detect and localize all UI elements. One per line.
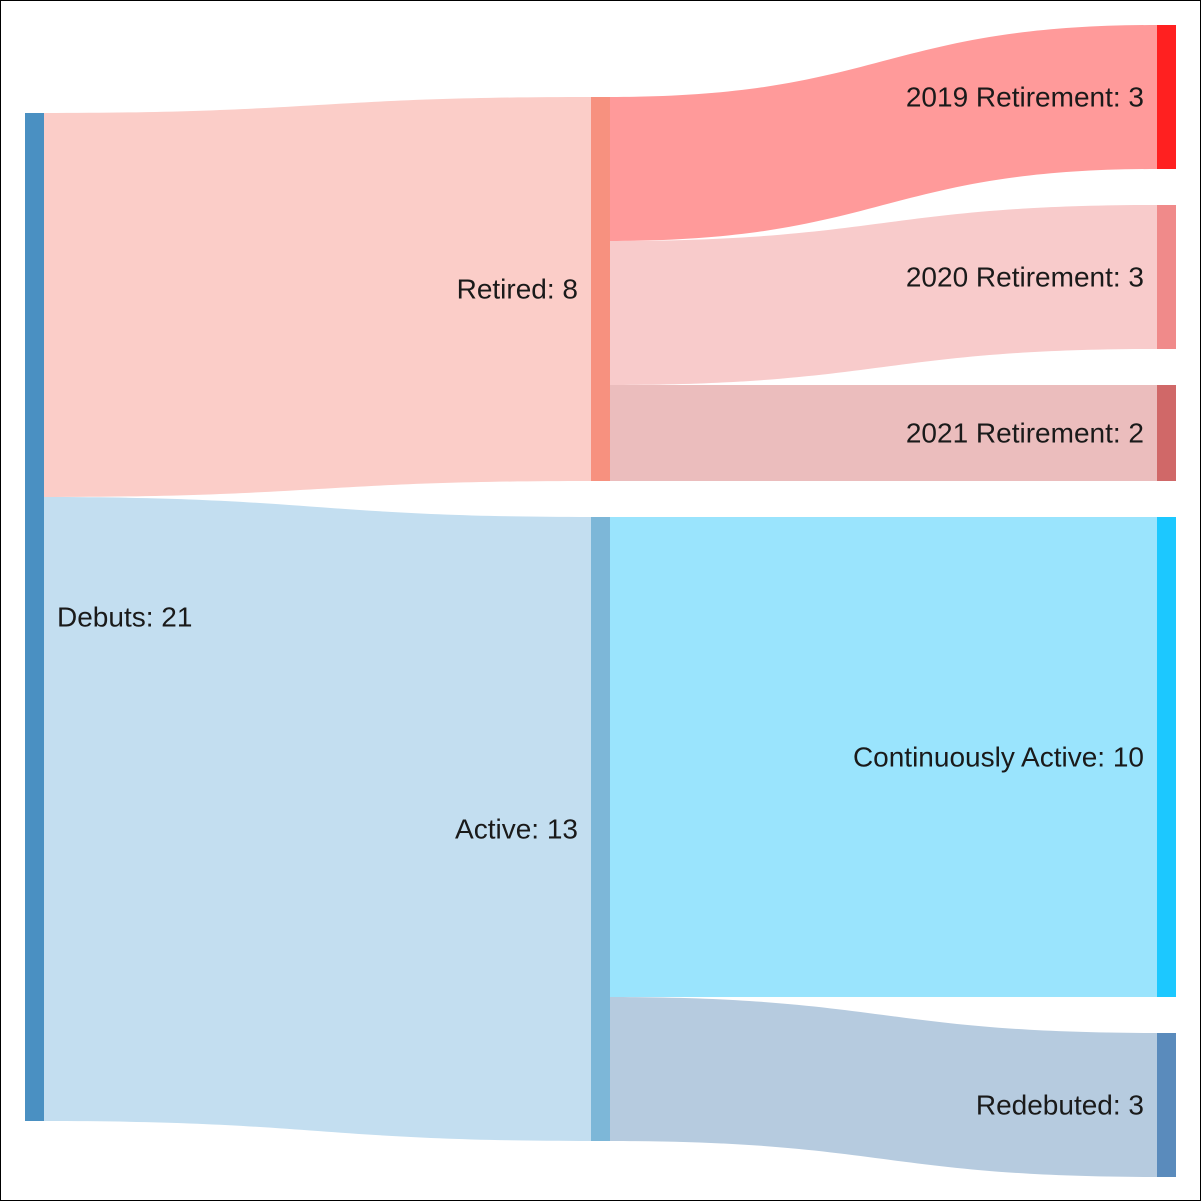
node-continuous <box>1157 517 1176 997</box>
node-label-r2019: 2019 Retirement: 3 <box>906 82 1144 113</box>
link-debuts-to-retired <box>44 97 591 497</box>
node-r2021 <box>1157 385 1176 481</box>
node-label-retired: Retired: 8 <box>457 274 578 305</box>
labels-layer: Debuts: 21 Retired: 8 Active: 13 2019 Retir… <box>57 82 1144 1121</box>
links-layer <box>44 25 1157 1177</box>
node-label-continuous: Continuously Active: 10 <box>853 742 1144 773</box>
link-retired-to-r2020 <box>610 205 1157 385</box>
nodes-layer <box>25 25 1176 1177</box>
node-label-active: Active: 13 <box>455 814 578 845</box>
link-retired-to-r2021 <box>610 385 1157 481</box>
link-debuts-to-active <box>44 497 591 1141</box>
node-redebuted <box>1157 1033 1176 1177</box>
node-label-redebuted: Redebuted: 3 <box>976 1090 1144 1121</box>
node-debuts <box>25 113 44 1121</box>
node-label-debuts: Debuts: 21 <box>57 602 192 633</box>
node-r2020 <box>1157 205 1176 349</box>
node-label-r2020: 2020 Retirement: 3 <box>906 262 1144 293</box>
node-retired <box>591 97 610 481</box>
link-retired-to-r2019 <box>610 25 1157 241</box>
link-active-to-continuous <box>610 517 1157 997</box>
link-active-to-redebuted <box>610 997 1157 1177</box>
node-active <box>591 517 610 1141</box>
node-r2019 <box>1157 25 1176 169</box>
node-label-r2021: 2021 Retirement: 2 <box>906 418 1144 449</box>
